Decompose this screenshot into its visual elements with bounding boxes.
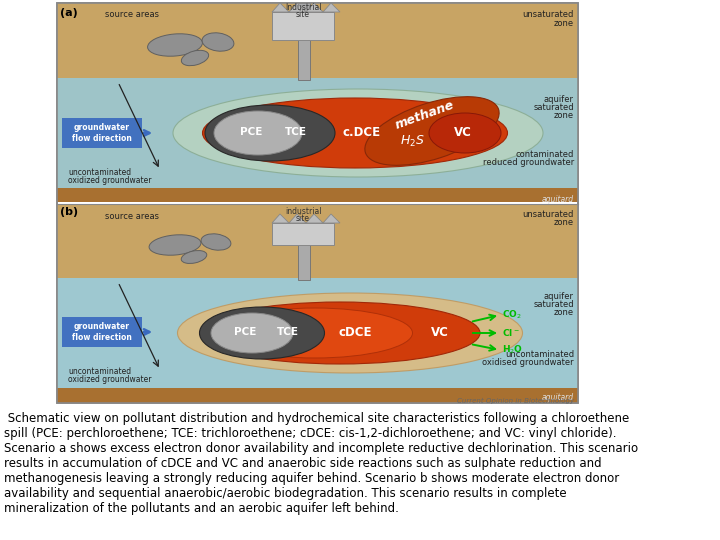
Text: groundwater
flow direction: groundwater flow direction [72, 123, 132, 143]
Text: oxidized groundwater: oxidized groundwater [68, 176, 151, 185]
Text: TCE: TCE [277, 327, 299, 337]
Ellipse shape [173, 89, 543, 177]
Ellipse shape [200, 302, 480, 364]
Text: Industrial: Industrial [284, 3, 321, 12]
Text: zone: zone [554, 218, 574, 227]
Bar [57, 3, 578, 403]
Bar [57, 278, 578, 388]
Text: oxidised groundwater: oxidised groundwater [482, 358, 574, 367]
Text: PCE: PCE [240, 127, 262, 137]
Text: groundwater
flow direction: groundwater flow direction [72, 322, 132, 342]
Text: (a): (a) [60, 8, 78, 18]
Text: unsaturated: unsaturated [523, 10, 574, 19]
Ellipse shape [211, 313, 293, 353]
Ellipse shape [149, 235, 201, 255]
Bar [57, 3, 578, 403]
Text: uncontaminated: uncontaminated [505, 350, 574, 359]
Text: source areas: source areas [105, 10, 159, 19]
Text: saturated: saturated [534, 103, 574, 112]
Text: contaminated: contaminated [516, 150, 574, 159]
Bar [57, 388, 578, 403]
Text: Schematic view on pollutant distribution and hydrochemical site characteristics : Schematic view on pollutant distribution… [4, 412, 638, 515]
Polygon shape [289, 214, 306, 223]
Text: TCE: TCE [285, 127, 307, 137]
Ellipse shape [201, 234, 231, 250]
Bar [57, 188, 578, 202]
Bar [57, 205, 578, 278]
Ellipse shape [202, 33, 234, 51]
Text: CO$_2$: CO$_2$ [502, 309, 522, 321]
Ellipse shape [181, 50, 209, 66]
Text: reduced groundwater: reduced groundwater [482, 158, 574, 167]
Ellipse shape [202, 98, 508, 168]
Ellipse shape [178, 293, 523, 373]
Text: zone: zone [554, 111, 574, 120]
Text: cDCE: cDCE [338, 326, 372, 339]
Text: (b): (b) [60, 207, 78, 217]
Text: methane: methane [394, 98, 456, 132]
Ellipse shape [199, 307, 325, 359]
FancyBboxPatch shape [62, 317, 142, 347]
Polygon shape [272, 3, 289, 12]
Bar [57, 78, 578, 188]
Text: saturated: saturated [534, 300, 574, 309]
Text: site: site [296, 10, 310, 19]
Ellipse shape [181, 251, 207, 264]
Text: VC: VC [454, 125, 472, 138]
Polygon shape [306, 214, 323, 223]
Text: source areas: source areas [105, 212, 159, 221]
Ellipse shape [429, 113, 501, 153]
Text: zone: zone [554, 308, 574, 317]
Text: industrial: industrial [284, 207, 321, 216]
Text: aquitard: aquitard [542, 394, 574, 402]
Text: c.DCE: c.DCE [343, 125, 381, 138]
Ellipse shape [214, 111, 302, 155]
Text: H$_2$O: H$_2$O [502, 344, 523, 356]
Bar [272, 223, 334, 245]
Text: aquifer: aquifer [544, 292, 574, 301]
Ellipse shape [365, 97, 499, 165]
Text: Cl$^-$: Cl$^-$ [502, 327, 520, 339]
Text: aquifer: aquifer [544, 95, 574, 104]
Bar [298, 3, 310, 80]
Polygon shape [289, 3, 306, 12]
Text: site: site [296, 214, 310, 223]
Polygon shape [272, 214, 289, 223]
Text: Current Opinion in Biotechnology: Current Opinion in Biotechnology [457, 398, 574, 404]
Polygon shape [306, 3, 323, 12]
Text: VC: VC [431, 326, 449, 339]
Bar [272, 12, 334, 40]
Text: $H_2S$: $H_2S$ [400, 133, 424, 148]
Bar [298, 238, 310, 280]
Text: zone: zone [554, 19, 574, 28]
Text: oxidized groundwater: oxidized groundwater [68, 375, 151, 384]
Bar [57, 3, 578, 78]
Text: uncontaminated: uncontaminated [68, 168, 131, 177]
Ellipse shape [205, 105, 335, 161]
Polygon shape [323, 214, 340, 223]
Ellipse shape [217, 308, 413, 358]
Text: uncontaminated: uncontaminated [68, 367, 131, 376]
Ellipse shape [148, 34, 202, 56]
FancyBboxPatch shape [62, 118, 142, 148]
Text: PCE: PCE [234, 327, 256, 337]
Polygon shape [323, 3, 340, 12]
Text: aquitard: aquitard [542, 194, 574, 204]
Text: unsaturated: unsaturated [523, 210, 574, 219]
